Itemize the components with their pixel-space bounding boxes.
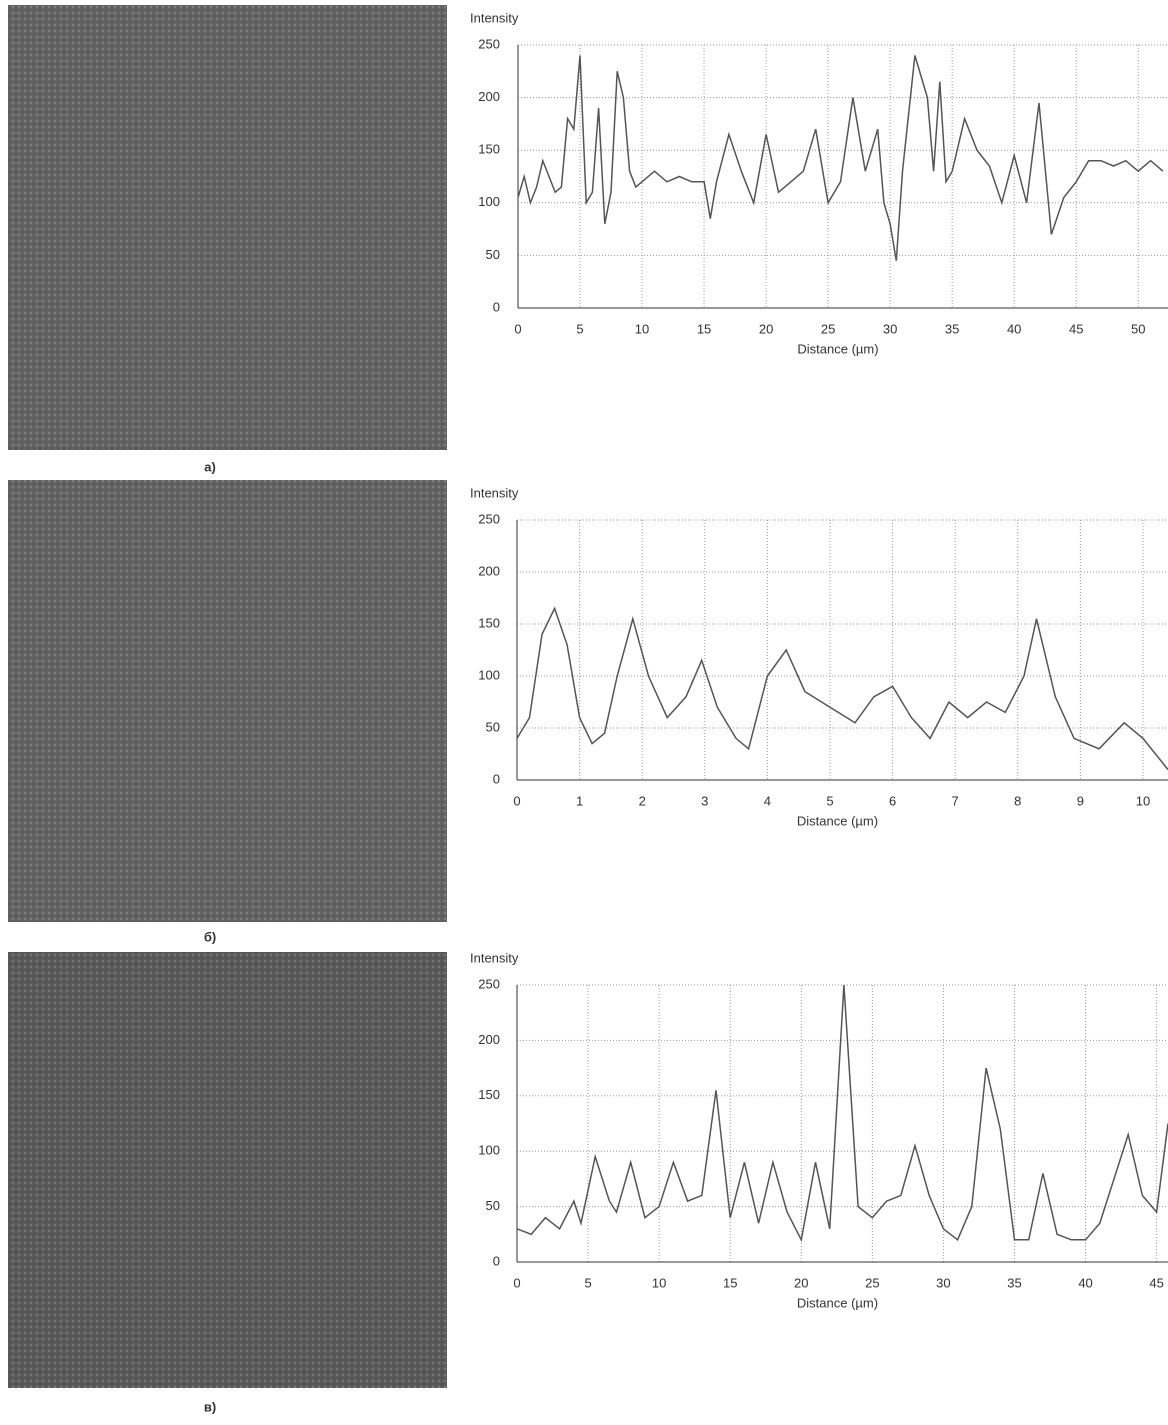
x-tick-label: 5 bbox=[826, 793, 833, 808]
panel-label: в) bbox=[204, 1399, 216, 1414]
y-tick-label: 250 bbox=[478, 36, 500, 51]
y-tick-label: 100 bbox=[478, 194, 500, 209]
x-axis-title: Distance (µm) bbox=[797, 1295, 878, 1310]
x-tick-label: 8 bbox=[1014, 793, 1021, 808]
x-tick-label: 6 bbox=[889, 793, 896, 808]
micrograph bbox=[8, 480, 447, 922]
x-tick-label: 2 bbox=[639, 793, 646, 808]
y-tick-label: 0 bbox=[493, 299, 500, 314]
micrograph-shade bbox=[8, 952, 447, 1388]
y-axis-title: Intensity bbox=[470, 485, 519, 500]
y-tick-label: 0 bbox=[493, 1253, 500, 1268]
intensity-line bbox=[517, 55, 1164, 261]
micrograph-shade bbox=[8, 5, 447, 450]
y-tick-label: 250 bbox=[478, 976, 500, 991]
y-tick-label: 150 bbox=[478, 615, 500, 630]
micrograph-shade bbox=[8, 480, 447, 922]
y-tick-label: 50 bbox=[486, 247, 500, 262]
x-axis-title: Distance (µm) bbox=[797, 813, 878, 828]
x-tick-label: 35 bbox=[1007, 1275, 1021, 1290]
micrograph bbox=[8, 5, 447, 450]
x-tick-label: 5 bbox=[584, 1275, 591, 1290]
x-tick-label: 9 bbox=[1077, 793, 1084, 808]
x-tick-label: 7 bbox=[952, 793, 959, 808]
micrograph bbox=[8, 952, 447, 1388]
x-tick-label: 0 bbox=[514, 321, 521, 336]
y-tick-label: 50 bbox=[486, 719, 500, 734]
x-tick-label: 10 bbox=[635, 321, 649, 336]
y-tick-label: 200 bbox=[478, 1032, 500, 1047]
intensity-line bbox=[516, 984, 1168, 1243]
panel-label: б) bbox=[204, 929, 216, 944]
x-tick-label: 45 bbox=[1149, 1275, 1163, 1290]
x-tick-label: 5 bbox=[576, 321, 583, 336]
y-tick-label: 200 bbox=[478, 89, 500, 104]
y-tick-label: 50 bbox=[486, 1198, 500, 1213]
x-tick-label: 3 bbox=[701, 793, 708, 808]
x-tick-label: 25 bbox=[865, 1275, 879, 1290]
x-tick-label: 40 bbox=[1078, 1275, 1092, 1290]
x-tick-label: 4 bbox=[764, 793, 771, 808]
y-tick-label: 0 bbox=[493, 771, 500, 786]
x-tick-label: 15 bbox=[697, 321, 711, 336]
y-tick-label: 200 bbox=[478, 563, 500, 578]
x-tick-label: 35 bbox=[945, 321, 959, 336]
y-tick-label: 250 bbox=[478, 511, 500, 526]
y-tick-label: 100 bbox=[478, 667, 500, 682]
intensity-line bbox=[516, 606, 1168, 771]
x-tick-label: 45 bbox=[1069, 321, 1083, 336]
x-tick-label: 40 bbox=[1007, 321, 1021, 336]
x-tick-label: 25 bbox=[821, 321, 835, 336]
x-axis-title: Distance (µm) bbox=[797, 341, 878, 356]
panel-label: a) bbox=[204, 459, 216, 474]
x-tick-label: 15 bbox=[723, 1275, 737, 1290]
x-tick-label: 0 bbox=[513, 793, 520, 808]
x-tick-label: 50 bbox=[1131, 321, 1145, 336]
x-tick-label: 20 bbox=[759, 321, 773, 336]
x-tick-label: 30 bbox=[936, 1275, 950, 1290]
x-tick-label: 10 bbox=[652, 1275, 666, 1290]
x-tick-label: 10 bbox=[1136, 793, 1150, 808]
y-tick-label: 150 bbox=[478, 1087, 500, 1102]
x-tick-label: 30 bbox=[883, 321, 897, 336]
x-tick-label: 0 bbox=[513, 1275, 520, 1290]
y-tick-label: 100 bbox=[478, 1143, 500, 1158]
x-tick-label: 20 bbox=[794, 1275, 808, 1290]
y-tick-label: 150 bbox=[478, 142, 500, 157]
x-tick-label: 1 bbox=[576, 793, 583, 808]
y-axis-title: Intensity bbox=[470, 10, 519, 25]
y-axis-title: Intensity bbox=[470, 950, 519, 965]
